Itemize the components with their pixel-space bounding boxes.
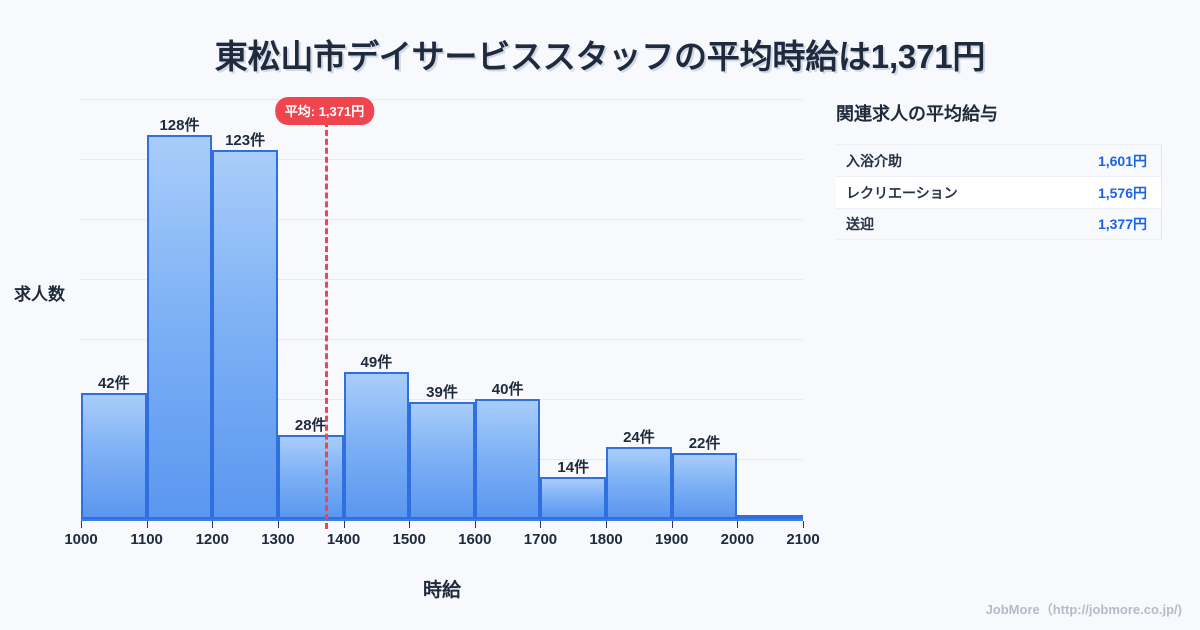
related-salary-label: 入浴介助 [846,152,902,169]
bar [606,447,672,519]
bar-value-label: 123件 [225,132,266,149]
related-salary-row[interactable]: 送迎 1,377円 [836,208,1161,240]
x-tick-label: 1500 [392,531,426,548]
bar [540,477,607,519]
bar [409,402,475,519]
average-badge: 平均: 1,371円 [274,97,375,125]
x-tick-label: 1700 [523,531,558,548]
bar-value-label: 128件 [159,117,200,134]
x-tick-label: 1200 [195,531,229,548]
bar [212,150,278,519]
x-axis-line [81,519,803,521]
bar [737,515,803,519]
x-axis-title: 時給 [422,580,461,601]
bar-value-label: 40件 [491,381,524,398]
x-tick-label: 1400 [326,531,361,548]
bar [277,435,344,519]
gridline [81,339,803,340]
bar-value-label: 42件 [97,375,130,392]
bar-value-label: 39件 [426,384,458,401]
related-salary-row[interactable]: 入浴介助 1,601円 [836,144,1161,176]
bar-value-label: 49件 [360,354,393,371]
related-salary-table: 入浴介助 1,601円レクリエーション 1,576円送迎 1,377円 [836,144,1162,240]
x-tick-label: 1100 [130,531,163,548]
x-tick [212,521,214,528]
related-salary-value: 1,601円 [1097,152,1147,169]
x-tick [81,521,82,528]
x-tick-label: 1900 [655,531,689,548]
x-tick [803,521,804,528]
x-tick-label: 1000 [64,531,98,548]
x-tick [540,521,542,528]
x-tick [146,521,148,528]
plot-area: 42件 128件 123件 28件 49件 39件 40件 14件 24件 22件 平均: 1,3… [81,97,803,529]
bar-value-label: 24件 [623,429,655,446]
x-tick [277,521,279,528]
x-tick [737,521,739,528]
bar [474,399,541,519]
sidebar-title: 関連求人の平均給与 [836,104,998,124]
x-tick-label: 1800 [589,531,623,548]
y-axis-title: 求人数 [14,285,65,304]
gridline [81,159,803,160]
related-salary-label: レクリエーション [846,184,958,201]
gridline [81,99,803,100]
bar-value-label: 14件 [557,459,590,476]
gridline [81,219,803,220]
related-salary-row[interactable]: レクリエーション 1,576円 [836,176,1161,208]
bar [81,393,147,519]
page-title: 東松山市デイサービススタッフの平均時給は1,371円 [214,38,986,75]
bar-value-label: 28件 [294,417,327,434]
histogram-chart: 求人数 42件 128件 123件 28件 49件 39件 40件 14件 24件 22件 平均:… [0,90,830,601]
x-tick-label: 2100 [786,531,820,548]
x-tick [474,521,476,528]
related-salary-panel: 関連求人の平均給与 入浴介助 1,601円レクリエーション 1,576円送迎 1,37… [836,100,1166,240]
footer-watermark: JobMore（http://jobmore.co.jp/) [985,602,1182,617]
related-salary-value: 1,576円 [1097,184,1147,201]
bar [671,453,738,519]
bar-value-label: 22件 [688,435,721,452]
related-salary-value: 1,377円 [1097,216,1147,232]
average-dashed-line [324,121,328,529]
x-tick [409,521,411,528]
x-tick-label: 1300 [261,531,295,548]
x-tick [606,521,608,528]
x-tick-label: 2000 [720,531,755,548]
related-salary-label: 送迎 [846,216,874,232]
gridline [81,279,803,280]
x-tick-label: 1600 [458,531,492,548]
x-tick [343,521,345,528]
x-tick [671,521,673,528]
bar [146,135,213,519]
bar [343,372,410,519]
gridline [81,399,803,400]
